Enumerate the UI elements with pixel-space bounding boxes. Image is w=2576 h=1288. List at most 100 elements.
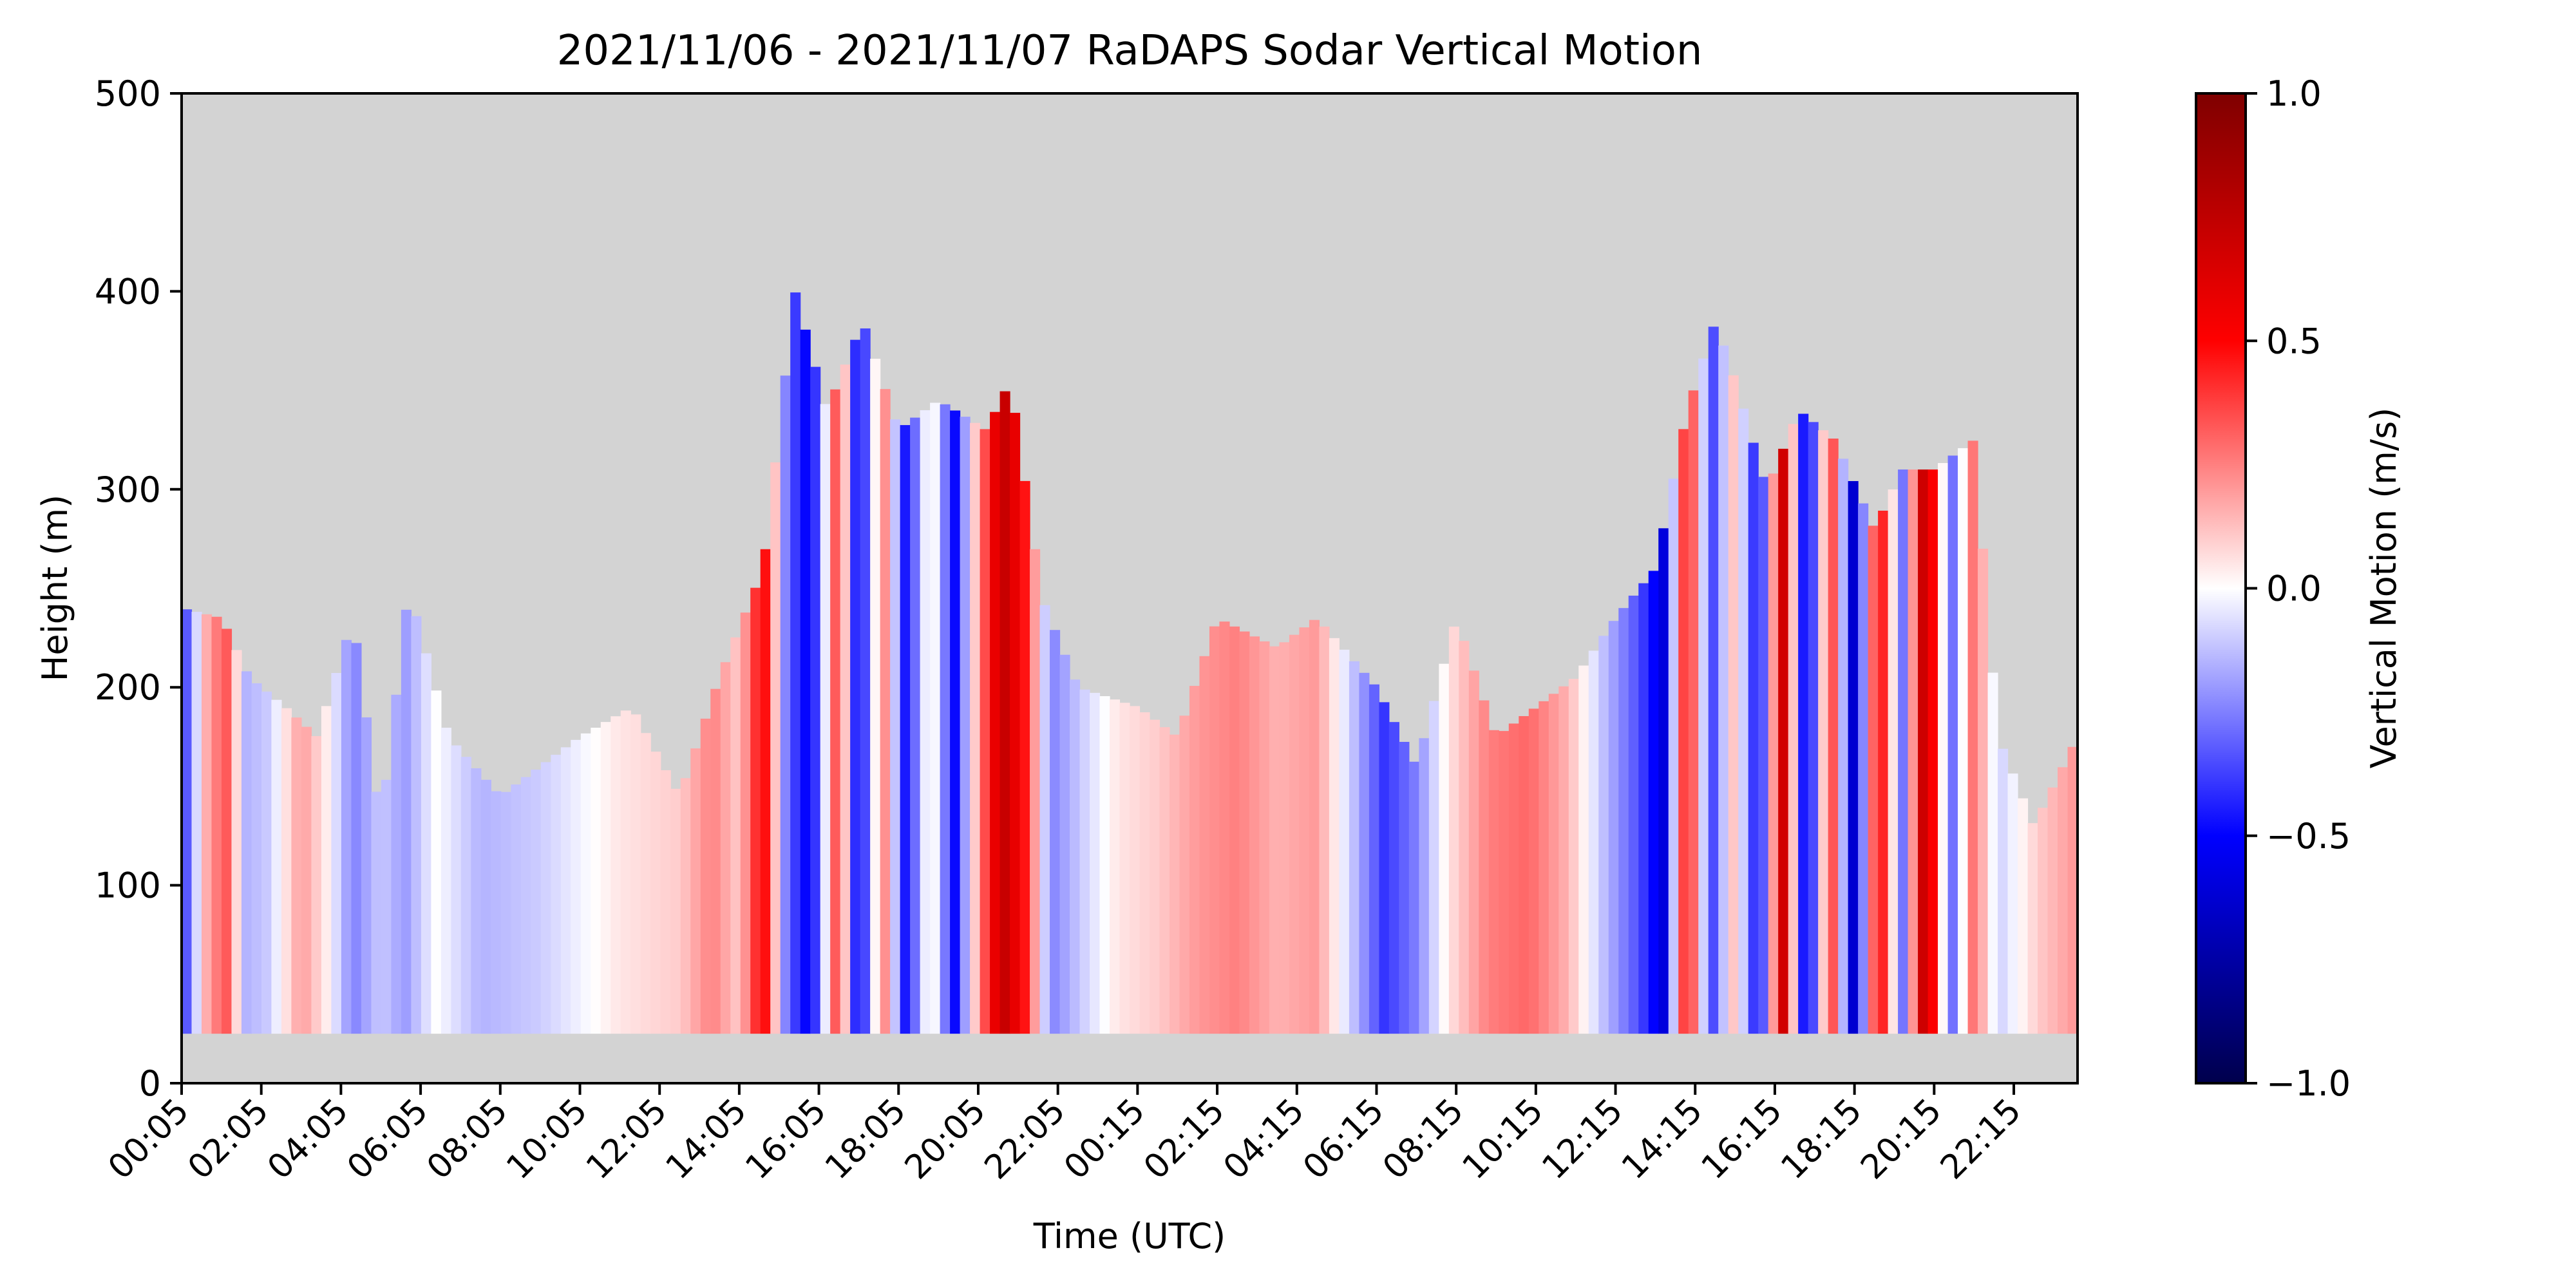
- heatmap-cell: [241, 671, 252, 1034]
- heatmap-cell: [531, 770, 542, 1034]
- heatmap-cell: [960, 417, 971, 1034]
- heatmap-cell: [860, 328, 871, 1034]
- heatmap-cell: [750, 587, 761, 1034]
- heatmap-cell: [980, 429, 990, 1034]
- heatmap-cell: [1229, 626, 1240, 1034]
- heatmap-cell: [1878, 510, 1889, 1034]
- heatmap-cell: [870, 359, 881, 1034]
- heatmap-cell: [999, 391, 1010, 1034]
- x-axis-label: Time (UTC): [1033, 1216, 1226, 1256]
- heatmap-cell: [1628, 595, 1639, 1034]
- colorbar: [2195, 92, 2247, 1084]
- heatmap-cell: [1289, 634, 1300, 1034]
- heatmap-cell: [990, 412, 1001, 1034]
- y-tick-label: 400: [95, 271, 161, 312]
- heatmap-cell: [611, 716, 621, 1034]
- heatmap-cell: [1488, 730, 1499, 1034]
- heatmap-cell: [650, 752, 661, 1034]
- heatmap-cell: [1578, 665, 1589, 1034]
- heatmap-cell: [880, 389, 891, 1034]
- heatmap-cell: [930, 402, 941, 1034]
- heatmap-cell: [491, 791, 502, 1034]
- heatmap-cell: [1099, 696, 1110, 1034]
- colorbar-tick-label: 0.5: [2266, 321, 2322, 361]
- heatmap-cell: [1788, 424, 1799, 1034]
- heatmap-cell: [321, 706, 332, 1034]
- heatmap-cell: [1738, 408, 1749, 1034]
- plot-frame: [180, 92, 2079, 1084]
- heatmap-cell: [770, 462, 781, 1034]
- heatmap-cell: [620, 710, 631, 1034]
- heatmap-cell: [1728, 375, 1739, 1034]
- y-tick-label: 200: [95, 667, 161, 708]
- heatmap-cell: [1668, 478, 1679, 1034]
- x-tick-label: 18:05: [818, 1092, 913, 1187]
- heatmap-cell: [301, 726, 312, 1034]
- heatmap-cell: [1908, 469, 1918, 1034]
- heatmap-cell: [1239, 631, 1250, 1034]
- heatmap-cell: [1209, 626, 1220, 1034]
- heatmap-cell: [182, 609, 193, 1034]
- heatmap-cell: [231, 650, 242, 1034]
- heatmap-cell: [1658, 528, 1669, 1034]
- heatmap-cell: [1179, 715, 1190, 1034]
- heatmap-cell: [1428, 701, 1439, 1034]
- colorbar-tick-label: 1.0: [2266, 73, 2322, 114]
- colorbar-tick-label: −1.0: [2266, 1063, 2351, 1104]
- heatmap-cell: [1408, 761, 1419, 1034]
- x-tick-label: 12:15: [1535, 1092, 1630, 1187]
- heatmap-cell: [1399, 741, 1410, 1034]
- heatmap-cell: [1998, 748, 2009, 1034]
- x-tick-label: 08:15: [1376, 1092, 1471, 1187]
- heatmap-cell: [640, 733, 651, 1034]
- heatmap-cell: [1070, 679, 1081, 1034]
- heatmap-cell: [1758, 477, 1769, 1034]
- heatmap-cell: [1958, 448, 1969, 1034]
- heatmap-cell: [311, 736, 322, 1034]
- heatmap-cell: [291, 717, 302, 1034]
- heatmap-cell: [920, 410, 931, 1034]
- x-tick-label: 10:15: [1455, 1092, 1551, 1187]
- heatmap-cell: [221, 629, 232, 1034]
- x-tick-label: 12:05: [579, 1092, 674, 1187]
- heatmap-cell: [2027, 823, 2038, 1034]
- x-tick-label: 02:15: [1137, 1092, 1232, 1187]
- heatmap-cell: [1010, 413, 1021, 1034]
- heatmap-cell: [1987, 672, 1998, 1034]
- heatmap-cell: [970, 422, 981, 1034]
- heatmap-cell: [1648, 571, 1659, 1034]
- heatmap-cell: [1898, 469, 1909, 1034]
- heatmap-cell: [1030, 549, 1041, 1034]
- heatmap-cell: [1448, 626, 1459, 1034]
- heatmap-cell: [1349, 661, 1359, 1034]
- heatmap-cell: [840, 365, 851, 1034]
- heatmap-cell: [411, 616, 422, 1034]
- heatmap-cell: [1978, 549, 1989, 1034]
- heatmap-cell: [1568, 679, 1579, 1034]
- heatmap-cell: [1219, 621, 1230, 1034]
- heatmap-cell: [421, 653, 431, 1034]
- heatmap-cell: [2038, 808, 2049, 1034]
- heatmap-cell: [1828, 439, 1839, 1034]
- heatmap-cell: [1519, 715, 1530, 1034]
- y-tick-label: 0: [139, 1063, 161, 1104]
- heatmap-cell: [740, 612, 751, 1034]
- heatmap-cell: [2047, 787, 2058, 1034]
- heatmap-cell: [1868, 526, 1879, 1034]
- heatmap-cell: [1479, 700, 1490, 1034]
- heatmap-cell: [660, 770, 671, 1034]
- heatmap-cell: [331, 673, 342, 1034]
- heatmap-cell: [1019, 480, 1030, 1034]
- heatmap-cell: [1379, 702, 1390, 1034]
- x-tick-label: 22:05: [977, 1092, 1072, 1187]
- heatmap-cell: [2058, 767, 2069, 1034]
- heatmap-cell: [2067, 746, 2078, 1034]
- x-tick-label: 04:15: [1217, 1092, 1312, 1187]
- heatmap-cell: [1618, 608, 1629, 1034]
- heatmap-cell: [460, 757, 471, 1034]
- heatmap-cell: [511, 784, 522, 1034]
- heatmap-cell: [381, 779, 392, 1034]
- heatmap-cell: [1279, 642, 1290, 1034]
- heatmap-cell: [1638, 583, 1649, 1034]
- y-tick-label: 300: [95, 469, 161, 510]
